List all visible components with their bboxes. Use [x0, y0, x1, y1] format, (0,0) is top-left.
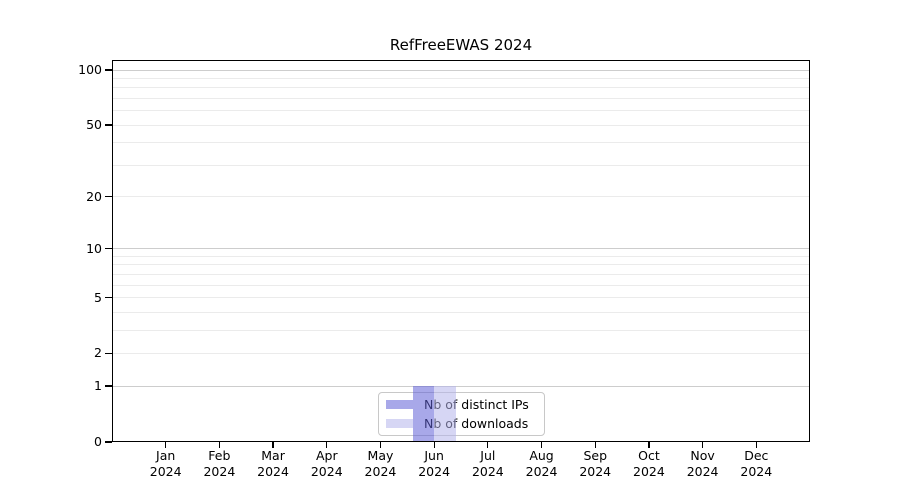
x-tick-label: Dec 2024 — [725, 448, 787, 479]
gridline-minor — [112, 97, 810, 99]
y-tick-mark — [105, 441, 112, 443]
x-tick-mark — [540, 442, 543, 448]
gridline-minor — [112, 110, 810, 112]
y-tick-label: 0 — [94, 434, 102, 449]
gridline-minor — [112, 264, 810, 266]
gridline-minor — [112, 164, 810, 166]
x-tick-mark — [218, 442, 221, 448]
x-tick-month: May — [367, 448, 394, 463]
x-tick-mark — [379, 442, 382, 448]
x-tick-year: 2024 — [579, 463, 612, 479]
chart-title: RefFreeEWAS 2024 — [389, 36, 533, 54]
gridline-minor — [112, 77, 810, 79]
x-tick-year: 2024 — [149, 463, 182, 479]
x-tick-month: Jan — [156, 448, 176, 463]
x-tick-label: Sep 2024 — [564, 448, 626, 479]
y-tick-mark — [105, 124, 112, 126]
x-tick-mark — [272, 442, 274, 448]
x-tick-year: 2024 — [418, 463, 451, 479]
x-tick-label: Nov 2024 — [672, 448, 734, 479]
x-tick-label: May 2024 — [349, 448, 411, 479]
x-tick-year: 2024 — [525, 463, 558, 479]
gridline-minor — [112, 297, 810, 299]
x-tick-label: Aug 2024 — [511, 448, 573, 479]
y-tick-mark — [105, 195, 112, 198]
gridline-minor — [112, 142, 810, 144]
legend-swatch — [386, 399, 413, 410]
x-tick-year: 2024 — [310, 463, 343, 479]
legend-row: Nb of distinct IPs — [386, 395, 537, 414]
y-tick-mark — [105, 69, 112, 71]
gridline-major — [112, 248, 810, 250]
x-tick-mark — [594, 442, 596, 448]
x-tick-month: Nov — [690, 448, 715, 463]
x-tick-mark — [701, 442, 704, 448]
x-tick-label: Jul 2024 — [457, 448, 519, 479]
x-tick-month: Jun — [424, 448, 444, 463]
y-tick-label: 100 — [78, 62, 102, 77]
x-tick-year: 2024 — [740, 463, 773, 479]
y-tick-mark — [105, 248, 112, 250]
x-tick-label: Jan 2024 — [135, 448, 197, 479]
gridline-minor — [112, 329, 810, 331]
x-tick-mark — [165, 442, 167, 448]
gridline-minor — [112, 311, 810, 313]
plot-area — [112, 60, 810, 442]
x-tick-month: Mar — [261, 448, 285, 463]
x-tick-month: Dec — [744, 448, 769, 463]
x-tick-label: Feb 2024 — [188, 448, 250, 479]
x-tick-year: 2024 — [686, 463, 719, 479]
y-tick-mark — [105, 352, 112, 355]
x-tick-month: Apr — [315, 448, 338, 463]
x-tick-mark — [487, 442, 489, 448]
y-tick-mark — [105, 385, 112, 387]
gridline-minor — [112, 284, 810, 286]
legend-swatch — [386, 418, 413, 429]
x-tick-label: Apr 2024 — [296, 448, 358, 479]
x-tick-label: Jun 2024 — [403, 448, 465, 479]
x-tick-year: 2024 — [364, 463, 397, 479]
gridline-minor — [112, 87, 810, 89]
x-tick-year: 2024 — [203, 463, 236, 479]
y-tick-label: 1 — [94, 378, 102, 394]
bar-nb-of-distinct-ips-jun — [412, 386, 435, 442]
gridline-major — [112, 385, 810, 387]
gridline-minor — [112, 352, 810, 354]
x-tick-mark — [755, 442, 757, 448]
gridline-minor — [112, 255, 810, 257]
x-tick-month: Feb — [208, 448, 231, 463]
x-tick-month: Jul — [480, 448, 496, 463]
legend-box: Nb of distinct IPs Nb of downloads — [378, 392, 545, 436]
gridline-minor — [112, 196, 810, 198]
legend-row: Nb of downloads — [386, 414, 537, 433]
y-tick-mark — [105, 296, 112, 299]
x-tick-month: Oct — [638, 448, 660, 463]
x-tick-mark — [433, 442, 435, 448]
y-tick-label: 50 — [86, 117, 102, 133]
y-tick-label: 2 — [94, 345, 102, 361]
x-tick-mark — [648, 442, 650, 448]
gridline-minor — [112, 273, 810, 275]
x-tick-year: 2024 — [633, 463, 665, 479]
bar-nb-of-downloads-jun — [434, 386, 456, 442]
y-tick-label: 10 — [86, 240, 102, 256]
x-tick-month: Sep — [583, 448, 607, 463]
y-tick-label: 5 — [94, 289, 102, 305]
x-tick-label: Oct 2024 — [618, 448, 680, 479]
x-tick-label: Mar 2024 — [242, 448, 304, 479]
x-tick-mark — [326, 442, 328, 448]
y-tick-label: 20 — [86, 188, 102, 204]
x-tick-month: Aug — [529, 448, 554, 463]
gridline-major — [112, 69, 810, 71]
x-tick-year: 2024 — [471, 463, 504, 479]
gridline-minor — [112, 124, 810, 126]
x-tick-year: 2024 — [257, 463, 289, 479]
